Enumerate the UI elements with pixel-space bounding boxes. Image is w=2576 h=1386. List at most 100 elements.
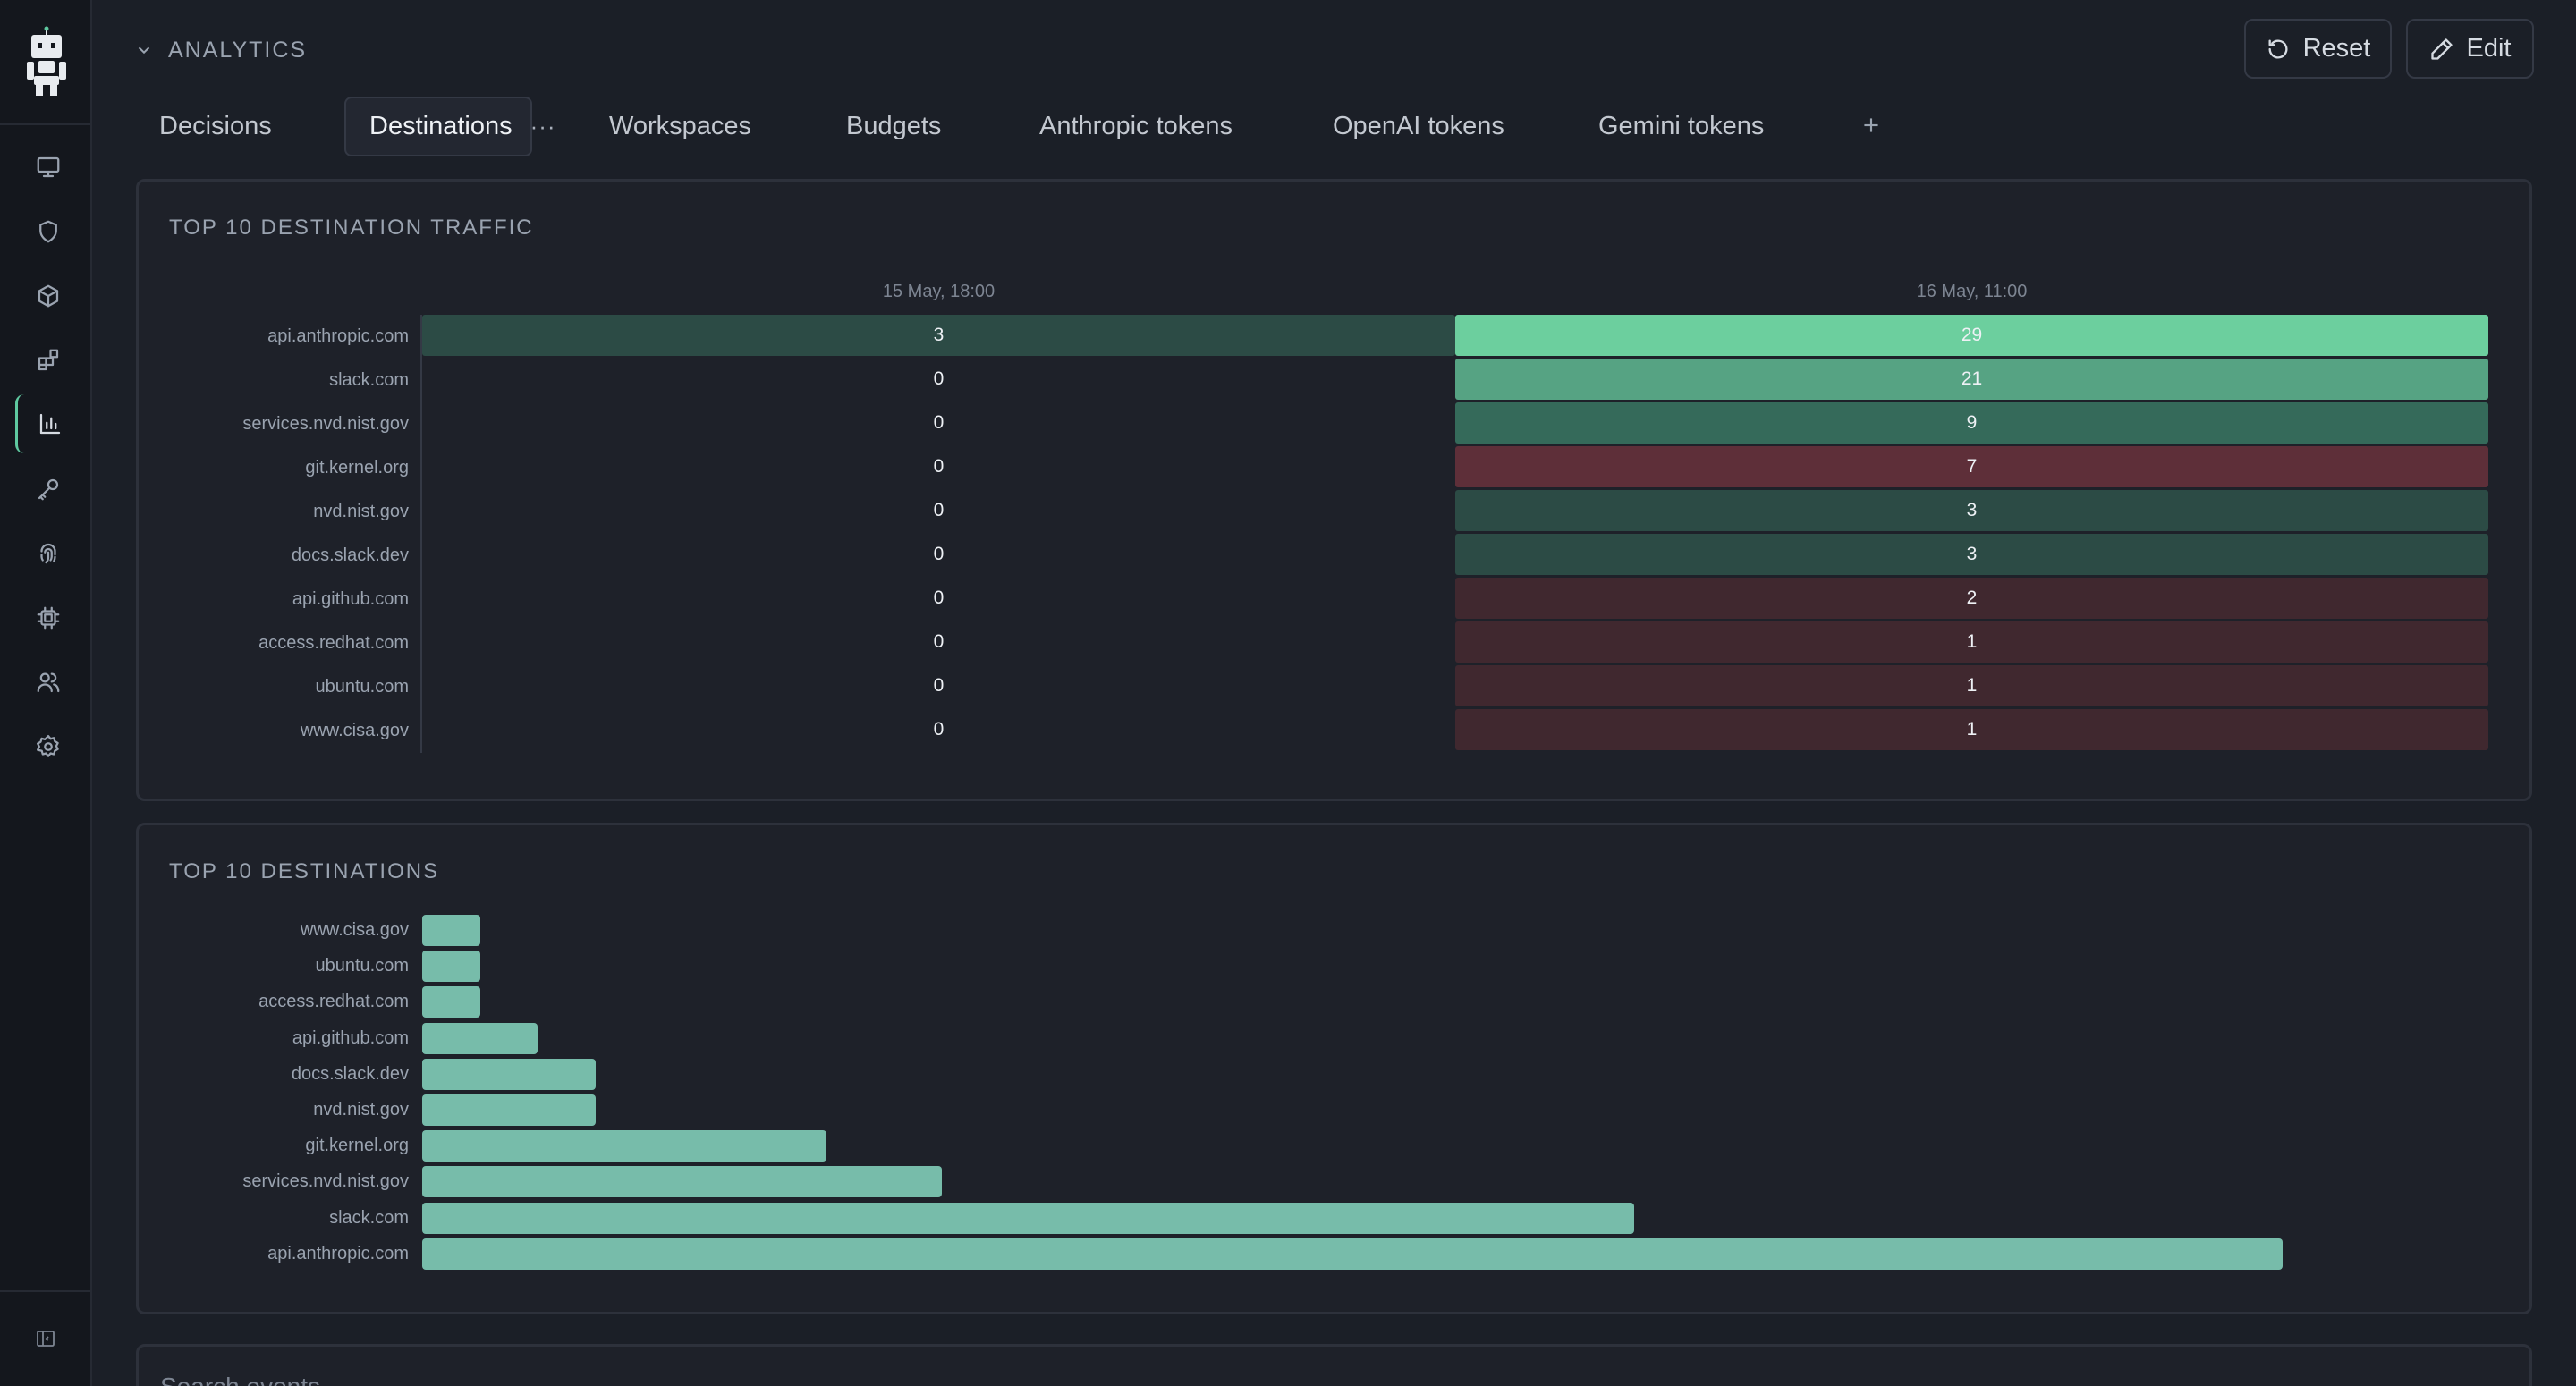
heatmap-cell[interactable]: 2 xyxy=(1455,578,2488,619)
heatmap-cell[interactable]: 3 xyxy=(1455,534,2488,575)
panel-title: TOP 10 DESTINATION TRAFFIC xyxy=(169,216,534,240)
heatmap-cell[interactable]: 7 xyxy=(1455,446,2488,487)
bar-label: www.cisa.gov xyxy=(300,920,409,940)
bar-label: services.nvd.nist.gov xyxy=(242,1171,409,1192)
chip-icon xyxy=(37,606,60,630)
tab-destinations[interactable]: Destinations ··· xyxy=(344,97,555,156)
robot-logo xyxy=(0,0,92,125)
nav-analytics[interactable] xyxy=(15,394,81,453)
users-icon xyxy=(37,672,60,693)
tab-openai-tokens[interactable]: OpenAI tokens xyxy=(1333,97,1504,156)
nav-chip[interactable] xyxy=(15,588,81,647)
sidebar-collapse-button[interactable] xyxy=(30,1323,61,1354)
heatmap-cell[interactable]: 3 xyxy=(1455,490,2488,531)
bar[interactable] xyxy=(422,1058,596,1090)
tab-label: OpenAI tokens xyxy=(1333,112,1504,140)
nav-blocks[interactable] xyxy=(15,331,81,390)
plus-icon xyxy=(1864,118,1878,132)
fingerprint-icon xyxy=(40,543,56,564)
add-tab-button[interactable] xyxy=(1852,106,1891,145)
reset-button[interactable]: Reset xyxy=(2244,19,2392,79)
robot-icon xyxy=(26,26,66,96)
nav-settings[interactable] xyxy=(15,717,81,776)
heatmap-cell[interactable]: 0 xyxy=(933,500,945,520)
heatmap-cell[interactable]: 1 xyxy=(1455,621,2488,663)
reset-button-label: Reset xyxy=(2302,34,2371,63)
bar-label: access.redhat.com xyxy=(258,992,409,1012)
tab-workspaces[interactable]: Workspaces xyxy=(609,97,751,156)
bar[interactable] xyxy=(422,1130,826,1162)
nav-package[interactable] xyxy=(15,266,81,325)
nav-monitor[interactable] xyxy=(15,138,81,197)
nav-shield[interactable] xyxy=(15,202,81,261)
bar[interactable] xyxy=(422,1022,538,1054)
heatmap-cell[interactable]: 1 xyxy=(1455,709,2488,750)
monitor-icon xyxy=(37,156,60,178)
nav-keys[interactable] xyxy=(15,460,81,519)
panel-collapse-icon xyxy=(37,1331,55,1347)
settings-icon xyxy=(37,735,59,757)
heatmap-cell[interactable]: 21 xyxy=(1455,359,2488,400)
heatmap-cell[interactable]: 0 xyxy=(933,631,945,652)
bar-label: ubuntu.com xyxy=(315,956,409,976)
heatmap-row-label: services.nvd.nist.gov xyxy=(242,414,409,434)
heatmap-cell[interactable]: 29 xyxy=(1455,315,2488,356)
chevron-down-icon xyxy=(138,46,150,55)
tab-anthropic-tokens[interactable]: Anthropic tokens xyxy=(1039,97,1233,156)
heatmap-cell[interactable]: 0 xyxy=(933,587,945,608)
bar[interactable] xyxy=(422,1166,942,1198)
heatmap-row-label: api.anthropic.com xyxy=(267,326,409,346)
reset-icon xyxy=(2268,39,2288,59)
analytics-section-toggle[interactable]: ANALYTICS xyxy=(134,32,307,68)
search-events-input[interactable] xyxy=(160,1365,2486,1386)
bar[interactable] xyxy=(422,951,480,983)
bar-label: slack.com xyxy=(329,1207,409,1228)
bar-label: api.github.com xyxy=(292,1027,409,1048)
heatmap-row-label: www.cisa.gov xyxy=(300,721,409,740)
heatmap-cell[interactable]: 0 xyxy=(933,544,945,564)
heatmap-cell[interactable]: 0 xyxy=(933,675,945,696)
tab-menu-icon[interactable]: ··· xyxy=(530,113,556,139)
heatmap-row-label: nvd.nist.gov xyxy=(313,502,409,521)
heatmap-row-label: api.github.com xyxy=(292,589,409,609)
tab-budgets[interactable]: Budgets xyxy=(846,97,941,156)
heatmap-cell[interactable]: 9 xyxy=(1455,402,2488,444)
bar[interactable] xyxy=(422,915,480,946)
nav-fingerprint[interactable] xyxy=(15,524,81,583)
bar-label: docs.slack.dev xyxy=(291,1063,409,1084)
sidebar xyxy=(0,0,92,1386)
bar[interactable] xyxy=(422,1238,2284,1270)
bar-label: git.kernel.org xyxy=(305,1136,409,1156)
bar-label: api.anthropic.com xyxy=(267,1243,409,1263)
pencil-icon xyxy=(2430,38,2453,60)
bar[interactable] xyxy=(422,986,480,1018)
search-panel xyxy=(136,1344,2532,1386)
tab-label: Decisions xyxy=(159,112,272,140)
heatmap-cell[interactable]: 0 xyxy=(933,368,945,389)
heatmap-row-label: access.redhat.com xyxy=(258,633,409,653)
heatmap-column-header: 15 May, 18:00 xyxy=(882,282,996,301)
heatmap-cell[interactable]: 0 xyxy=(933,719,945,739)
tab-gemini-tokens[interactable]: Gemini tokens xyxy=(1598,97,1764,156)
heatmap-row-label: slack.com xyxy=(329,370,409,390)
bar[interactable] xyxy=(422,1094,596,1126)
heatmap-cell[interactable]: 0 xyxy=(933,412,945,433)
bar-chart-icon xyxy=(39,413,60,435)
tab-label: Destinations xyxy=(369,112,513,140)
chart-title: TOP 10 DESTINATIONS xyxy=(169,859,440,883)
top-destinations-panel: TOP 10 DESTINATIONS www.cisa.gov ubuntu.c… xyxy=(136,823,2532,1314)
bar[interactable] xyxy=(422,1202,1635,1234)
package-icon xyxy=(38,284,59,308)
sidebar-footer xyxy=(0,1290,92,1386)
tab-label: Workspaces xyxy=(609,112,752,140)
tab-label: Budgets xyxy=(846,112,942,140)
heatmap-cell[interactable]: 1 xyxy=(1455,665,2488,706)
section-title: ANALYTICS xyxy=(168,37,308,63)
heatmap-cell[interactable]: 3 xyxy=(422,315,1455,356)
heatmap-row-label: git.kernel.org xyxy=(305,458,409,477)
tab-decisions[interactable]: Decisions xyxy=(159,97,272,156)
heatmap-cell[interactable]: 0 xyxy=(933,456,945,477)
heatmap-row-label: docs.slack.dev xyxy=(291,545,409,565)
edit-button[interactable]: Edit xyxy=(2406,19,2534,79)
nav-users[interactable] xyxy=(15,653,81,712)
